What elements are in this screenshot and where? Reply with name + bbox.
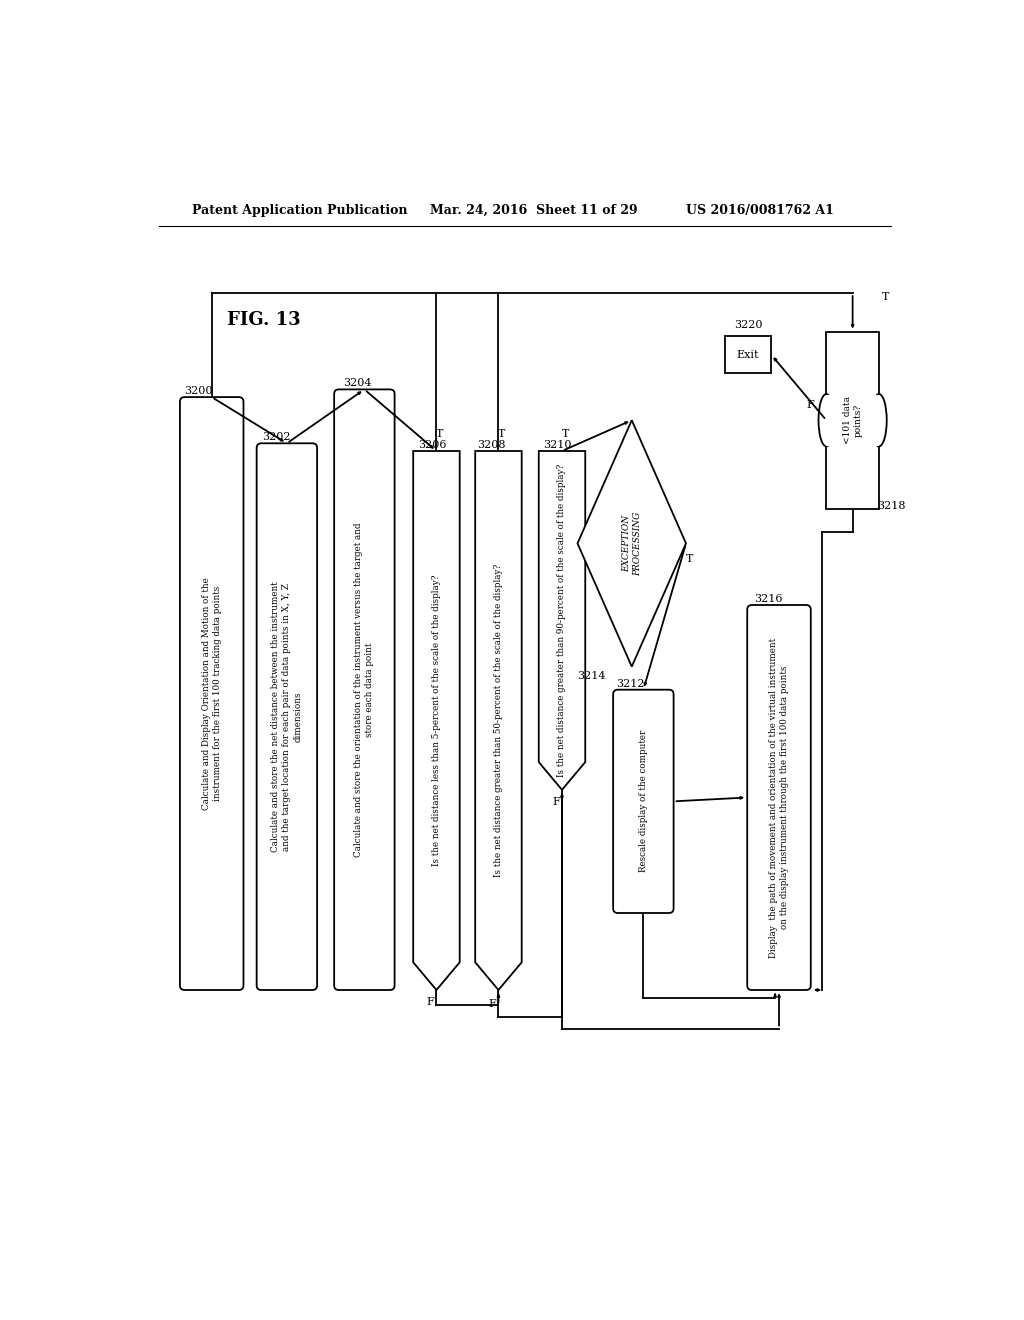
Text: Is the net distance less than 5-percent of the scale of the display?: Is the net distance less than 5-percent …	[432, 574, 441, 866]
Text: 3216: 3216	[755, 594, 782, 603]
FancyBboxPatch shape	[334, 389, 394, 990]
Text: T: T	[882, 292, 889, 302]
Text: 3202: 3202	[262, 432, 291, 442]
Text: 3200: 3200	[183, 385, 212, 396]
Text: 3214: 3214	[578, 671, 606, 681]
Text: Display  the path of movement and orientation of the virtual instrument
on the d: Display the path of movement and orienta…	[769, 638, 790, 957]
Text: F: F	[552, 797, 560, 807]
Text: 3218: 3218	[877, 502, 905, 511]
FancyBboxPatch shape	[613, 689, 674, 913]
Text: Mar. 24, 2016  Sheet 11 of 29: Mar. 24, 2016 Sheet 11 of 29	[430, 205, 638, 218]
Bar	[725, 337, 771, 374]
Ellipse shape	[818, 395, 834, 446]
Text: 3206: 3206	[418, 440, 446, 450]
Text: Calculate and store the orientation of the instrument versus the target and
stor: Calculate and store the orientation of t…	[354, 523, 375, 857]
Text: T: T	[561, 429, 568, 440]
Polygon shape	[414, 451, 460, 990]
Text: F: F	[807, 400, 815, 409]
Text: Patent Application Publication: Patent Application Publication	[193, 205, 408, 218]
Text: Is the net distance greater than 50-percent of the scale of the display?: Is the net distance greater than 50-perc…	[494, 564, 503, 876]
Text: T: T	[498, 429, 505, 440]
Text: 3220: 3220	[734, 321, 762, 330]
Text: 3208: 3208	[477, 440, 505, 450]
FancyBboxPatch shape	[748, 605, 811, 990]
Text: <101 data
points?: <101 data points?	[843, 396, 862, 445]
Text: Exit: Exit	[736, 350, 759, 360]
Polygon shape	[578, 420, 686, 667]
Text: US 2016/0081762 A1: US 2016/0081762 A1	[686, 205, 834, 218]
Text: 3204: 3204	[343, 379, 371, 388]
Text: T: T	[436, 429, 443, 440]
Polygon shape	[475, 451, 521, 990]
Text: 3210: 3210	[544, 440, 571, 450]
Text: F: F	[426, 998, 434, 1007]
Polygon shape	[539, 451, 586, 789]
Text: 3212: 3212	[616, 678, 645, 689]
FancyBboxPatch shape	[180, 397, 244, 990]
FancyBboxPatch shape	[257, 444, 317, 990]
Text: EXCEPTION
PROCESSING: EXCEPTION PROCESSING	[622, 511, 642, 576]
Text: T: T	[686, 554, 693, 564]
Text: Is the net distance greater than 90-percent of the scale of the display?: Is the net distance greater than 90-perc…	[557, 463, 566, 777]
Text: Calculate and store the net distance between the instrument
and the target locat: Calculate and store the net distance bet…	[271, 581, 302, 851]
Ellipse shape	[871, 395, 887, 446]
Text: F: F	[488, 999, 496, 1008]
Text: Calculate and Display Orientation and Motion of the
instrument for the first 100: Calculate and Display Orientation and Mo…	[202, 577, 222, 810]
Text: FIG. 13: FIG. 13	[226, 312, 300, 329]
Bar	[826, 395, 879, 446]
Text: Rescale display of the computer: Rescale display of the computer	[639, 730, 648, 873]
Bar	[826, 331, 879, 508]
